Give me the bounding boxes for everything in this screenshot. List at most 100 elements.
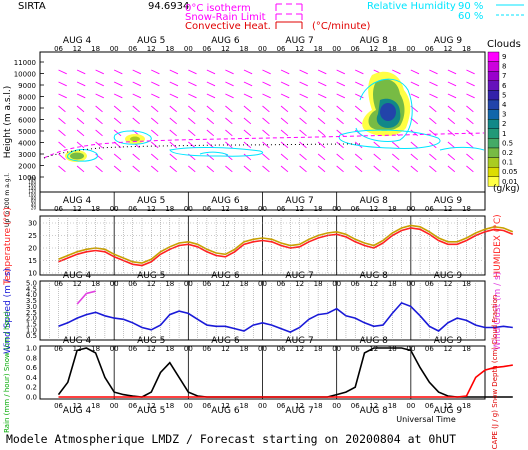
wind-arrow-57 [169,105,177,113]
wind-arrow-199 [466,81,475,87]
colorbar-swatch-7 [487,118,500,129]
wind-arrow-108 [280,69,290,75]
wind-arrow-137 [336,93,346,99]
colorbar-title: Clouds [487,39,521,50]
colorbar-swatch-0 [487,51,500,62]
wind-ytick-8: 1.0 [26,326,37,334]
temp-ytick-0: 30 [28,220,37,228]
wind-arrow-5 [58,129,66,137]
wind-arrow-111 [280,105,289,113]
wind-arrow-193 [447,117,456,125]
rh-contour-5 [338,129,441,149]
temp-ytick-1: 25 [28,232,37,240]
wind-arrow-67 [188,117,196,125]
hour-label-3-6: 18 [165,345,174,353]
cloud-blob-1-inner [70,152,84,160]
wind-arrow-105 [262,141,270,149]
wind-arrow-147 [354,105,363,113]
wind-arrow-131 [317,129,326,137]
temp-ytick-3: 15 [28,257,37,265]
wind-arrow-21 [95,105,103,113]
hour-label-0-19: 00 [406,45,415,53]
low-ytick-7: 60 [31,199,37,204]
wind-arrow-37 [132,81,142,87]
day-label-4-2: AUG 6 [211,406,240,416]
day-label-1-1: AUG 5 [137,196,165,206]
station-name: SIRTA [18,1,46,12]
humidex-ylabel: HUMIDEX (°C) [493,214,503,277]
wind-arrow-99 [262,69,271,75]
temp-series-0 [58,227,514,267]
wind-arrow-85 [225,117,233,125]
temp-ytick-2: 20 [28,245,37,253]
cloud-blob-3-peak [380,103,396,121]
hour-label-1-12: 06 [277,205,286,213]
hour-label-1-22: 18 [462,205,471,213]
wind-ytick-1: 4.5 [26,285,37,293]
hour-label-3-2: 18 [91,345,100,353]
hour-label-0-7: 00 [184,45,193,53]
hour-label-4-7: 00 [184,402,193,410]
hour-label-1-10: 18 [239,205,248,213]
wind-arrow-205 [466,153,474,161]
temperature-ylabel: Temperature (°C) [3,207,13,286]
wind-arrow-4 [58,117,66,125]
day-label-2-5: AUG 9 [434,271,463,281]
wind-arrow-49 [150,117,159,125]
wind-arrow-170 [392,165,400,173]
wind-arrow-168 [392,141,400,149]
wind-arrow-143 [336,165,344,173]
day-label-2-1: AUG 5 [137,271,165,281]
isotherm-line [43,132,485,159]
wind-arrow-97 [243,153,252,161]
colorbar-swatch-8 [487,128,500,139]
wind-arrow-60 [169,141,177,149]
wind-arrow-180 [429,69,438,75]
hour-label-4-16: 06 [351,402,360,410]
colorbar: 9 87 65 4 32 10.5 0.2 0.10.05 0.01 [487,51,518,187]
temp-ytick-4: 10 [28,270,37,278]
cloud-ytick-1: 10000 [14,71,36,79]
hour-label-4-2: 18 [91,402,100,410]
hour-label-3-5: 12 [147,345,156,353]
hour-label-0-20: 06 [425,45,434,53]
hour-label-1-13: 12 [295,205,304,213]
hour-label-0-11: 00 [258,45,267,53]
wind-arrow-23 [95,129,103,137]
low-ytick-1: 180 [28,179,36,184]
wind-series-1 [76,290,96,305]
hour-label-3-20: 06 [425,345,434,353]
day-label-4-1: AUG 5 [137,406,165,416]
hour-label-1-9: 12 [221,205,230,213]
wind-arrow-3 [58,105,66,113]
colorbar-label-9: 0.5 [502,139,513,147]
wind-arrow-13 [76,117,85,125]
hour-label-4-12: 06 [277,402,286,410]
wind-arrow-181 [429,81,438,87]
low-ytick-8: 40 [31,202,37,207]
vertical-grid [39,192,486,399]
wind-arrow-115 [280,153,289,161]
wind-arrow-31 [113,117,122,125]
convective-unit: (°C/minute) [312,21,371,32]
wind-arrow-19 [95,81,104,87]
wind-arrow-183 [429,105,437,113]
wind-arrow-45 [151,69,160,75]
rain-series-0 [57,347,513,398]
wind-arrow-94 [243,117,252,125]
hour-label-4-22: 18 [462,402,471,410]
wind-arrow-90 [243,69,253,75]
wind-arrow-100 [262,81,271,87]
wind-arrow-173 [410,93,420,99]
colorbar-swatch-2 [487,70,500,81]
wind-ytick-5: 2.5 [26,309,37,317]
rain-series-1 [58,364,513,398]
low-ytick-0: 200 [28,176,36,181]
hour-label-2-20: 06 [425,280,434,288]
wind-arrow-58 [169,117,177,125]
cape-ylabel: CAPE (J / g) Snow Depth (cm) Cloud Fract… [491,295,499,450]
colorbar-swatch-9 [487,138,500,149]
wind-arrow-202 [466,117,474,125]
day-labels: AUG 4 AUG 5 AUG 6 AUG 7 AUG 8 AUG 9 AUG 4 AUG 5… [63,36,462,416]
